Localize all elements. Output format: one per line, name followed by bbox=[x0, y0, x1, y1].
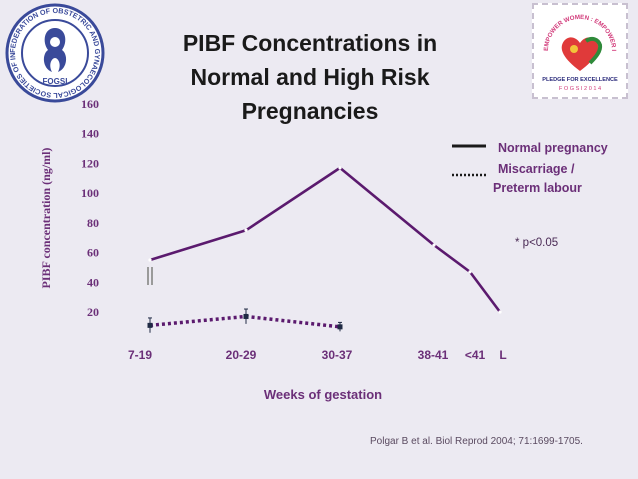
data-point-normal bbox=[498, 310, 502, 314]
plot-area: 20 40 60 80 100 120 140 160 7-19 20-29 30-37 38-41 <… bbox=[81, 97, 507, 362]
pledge-logo: EMPOWER WOMEN : EMPOWER INDIA PLEDGE FOR… bbox=[532, 0, 628, 99]
data-point-miscarriage bbox=[337, 324, 343, 330]
slide-title: PIBF Concentrations in Normal and High R… bbox=[182, 30, 438, 124]
x-tick-label: 38-41 bbox=[418, 348, 449, 362]
y-tick-label: 80 bbox=[87, 216, 99, 230]
y-tick-label: 40 bbox=[87, 275, 99, 289]
svg-text:PLEDGE FOR EXCELLENCE: PLEDGE FOR EXCELLENCE bbox=[542, 77, 618, 83]
x-axis-label: Weeks of gestation bbox=[264, 387, 382, 402]
legend: Normal pregnancy Miscarriage / Preterm l… bbox=[452, 141, 608, 195]
data-point-miscarriage bbox=[147, 322, 153, 328]
citation: Polgar B et al. Biol Reprod 2004; 71:169… bbox=[370, 436, 583, 447]
svg-text:FOGSI: FOGSI bbox=[43, 77, 68, 86]
data-point-normal bbox=[468, 270, 472, 274]
significance-note: * p<0.05 bbox=[515, 237, 558, 249]
data-point-normal bbox=[244, 228, 248, 232]
data-point-normal bbox=[338, 166, 342, 170]
svg-text:F O G S I 2 0 1 4: F O G S I 2 0 1 4 bbox=[559, 86, 601, 92]
data-point-miscarriage bbox=[243, 313, 249, 319]
x-tick-label: 20-29 bbox=[226, 348, 257, 362]
y-tick-label: 60 bbox=[87, 246, 99, 260]
legend-miscarriage-label-cont: Preterm labour bbox=[493, 181, 582, 195]
y-tick-label: 140 bbox=[81, 127, 99, 141]
legend-miscarriage-label: Miscarriage / bbox=[498, 162, 575, 176]
series-line-normal bbox=[149, 166, 502, 313]
fogsi-logo: FEDERATION OF OBSTETRIC AND GYNAECOLOGIC… bbox=[1, 0, 106, 104]
y-tick-label: 120 bbox=[81, 156, 99, 170]
x-tick-label: 30-37 bbox=[322, 348, 353, 362]
y-tick-label: 160 bbox=[81, 97, 99, 111]
data-point-normal bbox=[148, 258, 152, 262]
y-axis-label: PIBF concentration (ng/ml) bbox=[39, 148, 53, 289]
data-point-normal bbox=[432, 243, 436, 247]
x-tick-label: L bbox=[499, 348, 506, 362]
x-tick-label: <41 bbox=[465, 348, 486, 362]
y-tick-label: 100 bbox=[81, 186, 99, 200]
y-tick-label: 20 bbox=[87, 305, 99, 319]
legend-normal-label: Normal pregnancy bbox=[498, 141, 608, 155]
x-tick-label: 7-19 bbox=[128, 348, 152, 362]
